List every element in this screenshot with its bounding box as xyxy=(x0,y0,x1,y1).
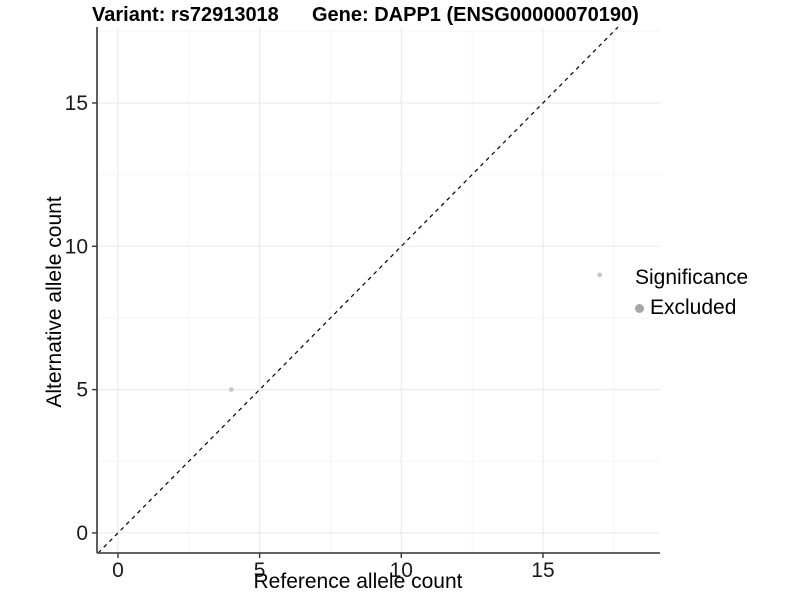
y-tick-label: 5 xyxy=(76,379,88,402)
x-tick-label: 0 xyxy=(112,559,124,582)
variant-title: Variant: rs72913018 xyxy=(92,4,279,26)
data-point xyxy=(228,387,234,393)
x-tick-label: 5 xyxy=(254,559,266,582)
y-tick-label: 15 xyxy=(65,92,88,115)
data-point xyxy=(597,272,603,278)
y-tick-label: 0 xyxy=(76,522,88,545)
y-tick-label: 10 xyxy=(65,235,88,258)
legend-title: Significance xyxy=(635,266,749,289)
gene-title: Gene: DAPP1 (ENSG00000070190) xyxy=(312,4,639,26)
legend-item-excluded: Excluded xyxy=(635,296,748,320)
legend-item-label: Excluded xyxy=(650,296,737,319)
x-axis-title: Reference allele count xyxy=(253,570,463,593)
legend: Significance Excluded xyxy=(635,266,748,320)
legend-key-dot-icon xyxy=(635,303,644,313)
identity-line xyxy=(97,26,619,554)
x-tick-label: 15 xyxy=(531,559,554,582)
y-axis-title: Alternative allele count xyxy=(43,196,66,408)
x-tick-label: 10 xyxy=(390,559,413,582)
